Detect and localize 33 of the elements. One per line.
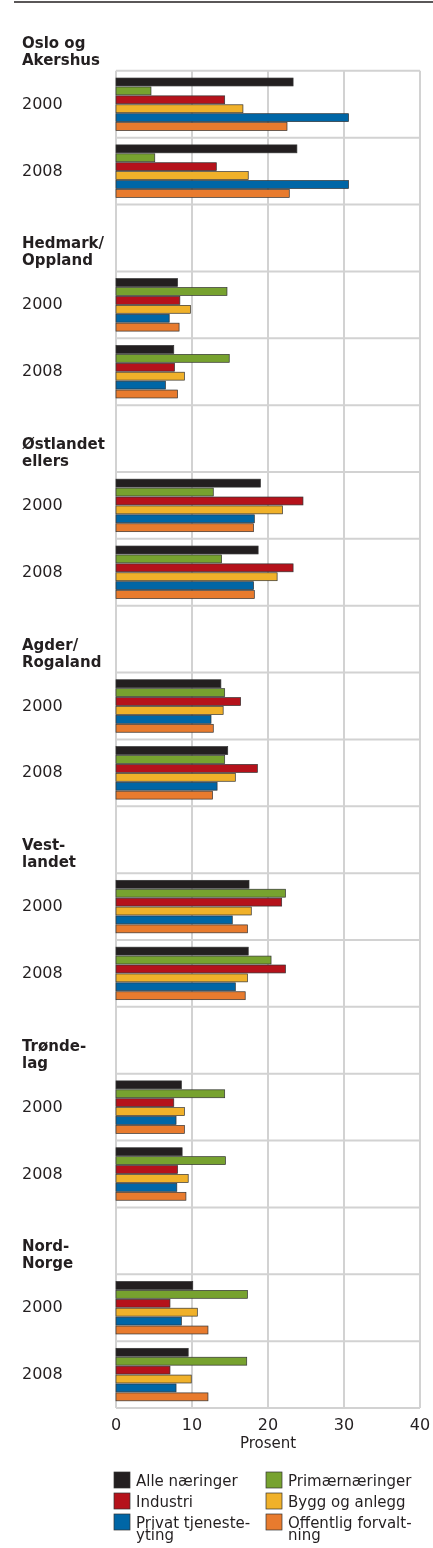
x-axis-title: Prosent — [239, 1434, 297, 1452]
y-tick-label: Oslo og Akershus — [22, 33, 101, 69]
y-tick-label: Vest- landet — [22, 836, 77, 872]
y-tick-label: 2000 — [22, 294, 63, 314]
x-tick-label: 40 — [409, 1415, 431, 1434]
y-tick-label: Trønde- lag — [22, 1036, 87, 1072]
y-tick-label: 2000 — [22, 695, 63, 715]
x-tick-label: 0 — [110, 1415, 122, 1434]
legend-label: Primærnæringer — [288, 1472, 413, 1490]
x-tick-label: 10 — [181, 1415, 203, 1434]
y-tick-label: 2000 — [22, 494, 63, 514]
legend-label: Alle næringer — [136, 1472, 239, 1490]
y-tick-label: 2008 — [22, 962, 63, 982]
legend-label: Privat tjeneste- yting — [136, 1514, 251, 1544]
y-tick-label: 2008 — [22, 160, 63, 180]
legend-label: Industri — [136, 1493, 193, 1511]
y-tick-label: 2008 — [22, 1163, 63, 1183]
y-tick-label: Østlandet ellers — [22, 435, 105, 470]
x-tick-label: 30 — [333, 1415, 355, 1434]
y-tick-label: 2000 — [22, 93, 63, 113]
legend-label: Offentlig forvalt- ning — [288, 1514, 412, 1544]
y-tick-label: 2008 — [22, 1364, 63, 1384]
y-tick-label: 2008 — [22, 361, 63, 381]
y-tick-label: 2000 — [22, 1096, 63, 1116]
x-tick-label: 20 — [257, 1415, 279, 1434]
y-tick-label: 2000 — [22, 1297, 63, 1317]
y-tick-label: 2000 — [22, 896, 63, 916]
y-tick-label: 2008 — [22, 561, 63, 581]
legend-label: Bygg og anlegg — [288, 1493, 406, 1511]
y-tick-label: Nord- Norge — [22, 1237, 74, 1273]
y-tick-label: Hedmark/ Oppland — [22, 234, 105, 270]
y-tick-label: Agder/ Rogaland — [22, 635, 102, 671]
y-tick-label: 2008 — [22, 762, 63, 782]
